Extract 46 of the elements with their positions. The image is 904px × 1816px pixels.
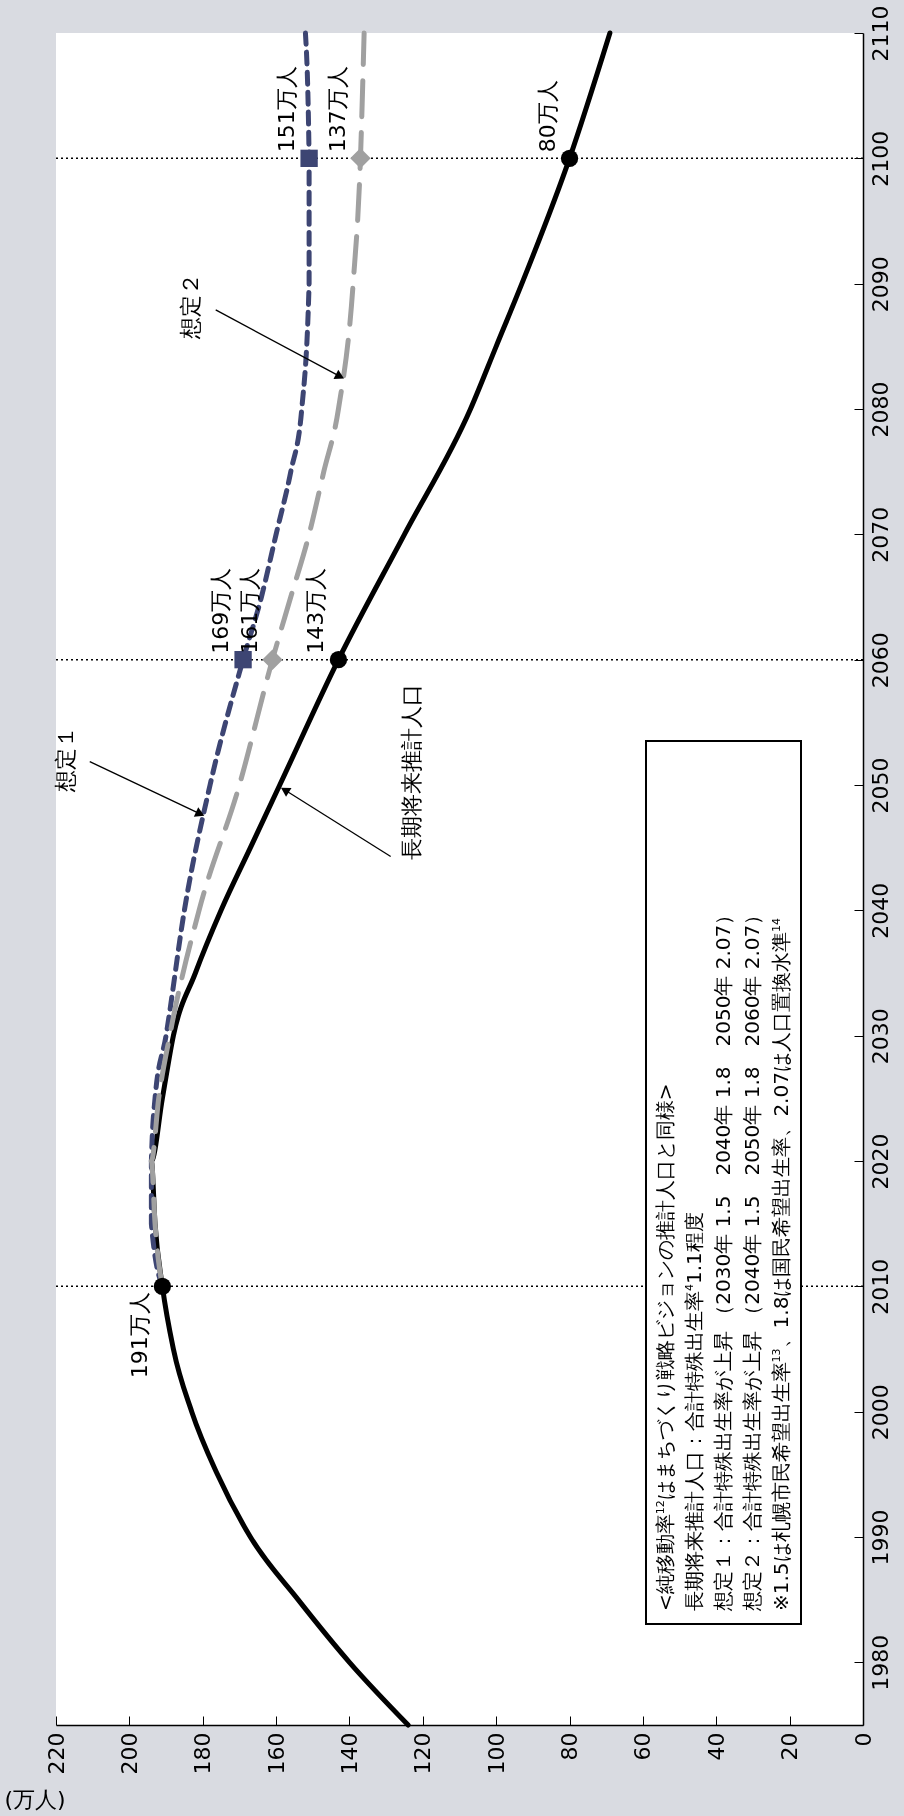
x-tick-label: 120 xyxy=(410,1732,436,1775)
y-tick-label: 2020 xyxy=(867,1133,893,1190)
x-tick-label: 0 xyxy=(850,1732,876,1747)
x-tick-label: 20 xyxy=(777,1732,803,1761)
point xyxy=(560,149,579,167)
y-tick-label: 2090 xyxy=(867,256,893,313)
annotation: 想定２：合計特殊出生率が上昇 （2040年 1.5 2050年 1.8 2060年 2.07） xyxy=(739,903,765,1611)
annotation: 143万人 xyxy=(303,567,329,654)
x-tick-label: 160 xyxy=(263,1732,289,1775)
x-tick-label: 200 xyxy=(116,1732,142,1775)
annotation: 161万人 xyxy=(237,567,263,654)
y-tick-label: 2080 xyxy=(867,381,893,438)
annotation: 191万人 xyxy=(127,1292,153,1379)
annotation: 169万人 xyxy=(208,567,234,654)
y-tick-label: 2040 xyxy=(867,882,893,939)
x-tick-label: 220 xyxy=(43,1732,69,1775)
point xyxy=(262,649,283,670)
annotation: 長期将来推計人口 xyxy=(398,684,424,861)
x-axis-title: (万人) xyxy=(4,1786,66,1812)
x-tick-label: 60 xyxy=(630,1732,656,1761)
x-tick-label: 180 xyxy=(190,1732,216,1775)
y-tick-label: 2070 xyxy=(867,506,893,563)
y-tick-label: 2050 xyxy=(867,757,893,814)
point xyxy=(300,149,318,167)
annotation: 想定２ xyxy=(177,273,203,341)
y-tick-label: 2030 xyxy=(867,1008,893,1065)
point xyxy=(350,148,371,169)
y-tick-label: 2100 xyxy=(867,130,893,187)
point xyxy=(329,651,348,669)
point xyxy=(234,651,252,669)
y-tick-label: 2000 xyxy=(867,1384,893,1441)
x-tick-label: 80 xyxy=(557,1732,583,1761)
annotation: 想定１：合計特殊出生率が上昇 （2030年 1.5 2040年 1.8 2050年 2.07） xyxy=(710,903,736,1611)
y-tick-label: 1980 xyxy=(867,1634,893,1691)
point xyxy=(153,1277,172,1295)
annotation: 151万人 xyxy=(274,66,300,153)
y-tick-label: 1990 xyxy=(867,1509,893,1566)
y-tick-label: 2010 xyxy=(867,1258,893,1315)
annotation: 137万人 xyxy=(325,66,351,153)
x-tick-label: 100 xyxy=(483,1732,509,1775)
annotation: 80万人 xyxy=(534,80,560,153)
y-tick-label: 2110 xyxy=(867,5,893,62)
annotation: 想定１ xyxy=(53,725,79,793)
y-tick-label: 2060 xyxy=(867,632,893,689)
x-tick-label: 140 xyxy=(336,1732,362,1775)
x-tick-label: 40 xyxy=(703,1732,729,1761)
